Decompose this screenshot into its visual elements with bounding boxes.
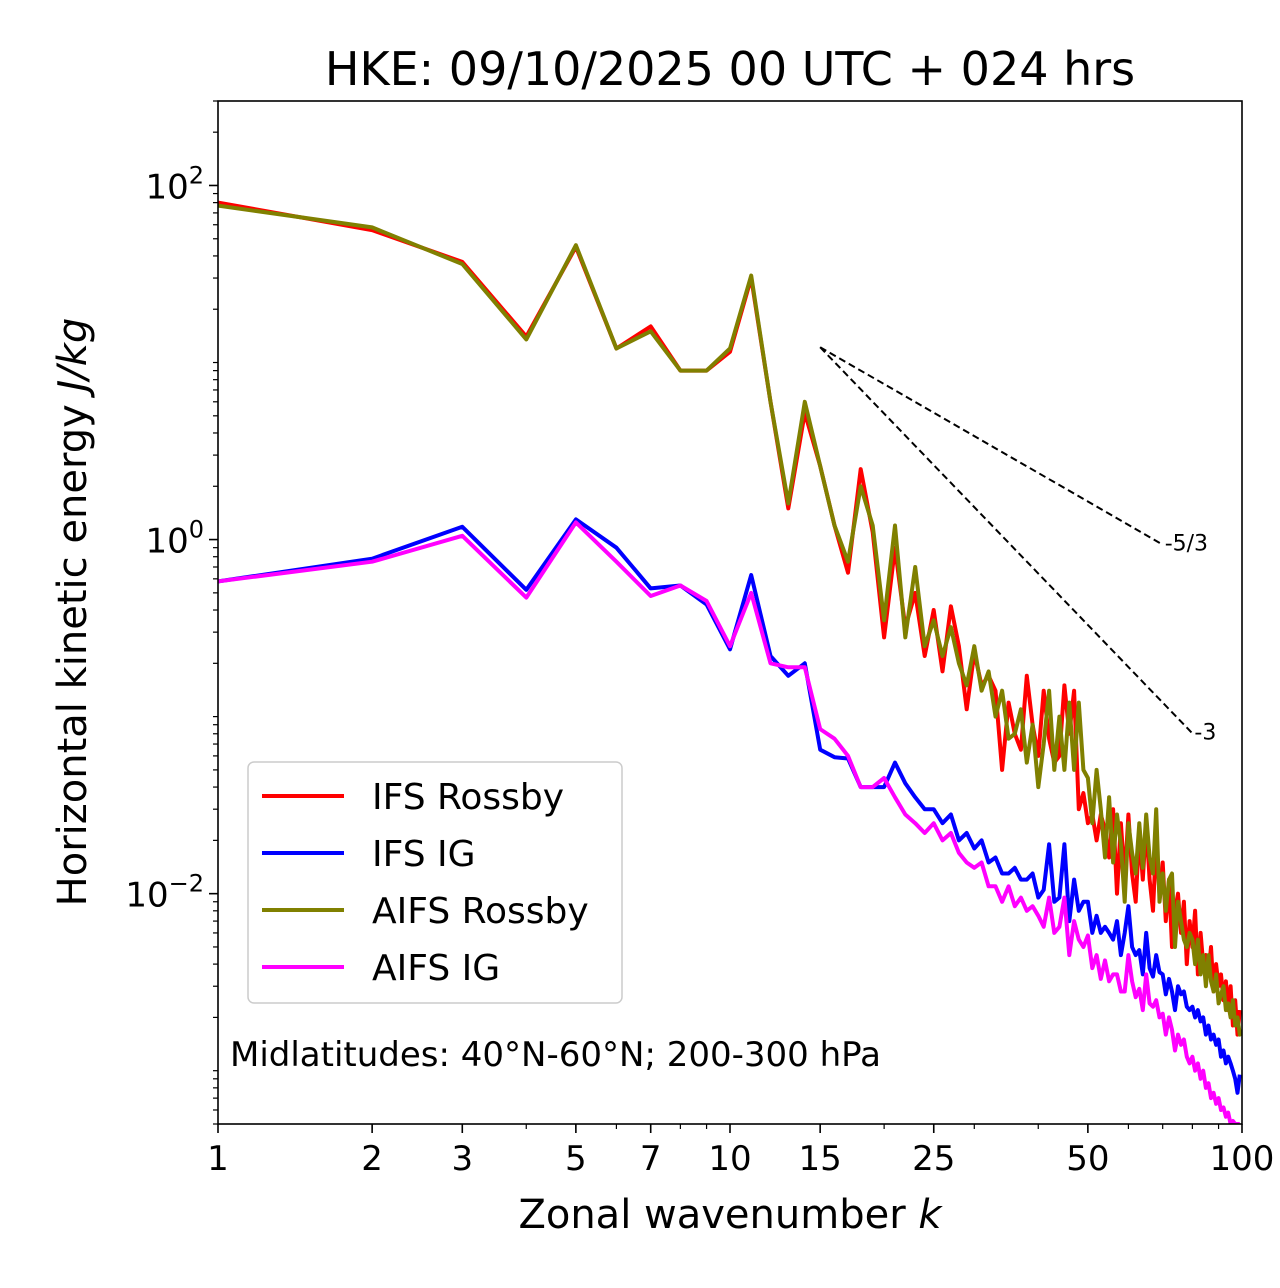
x-tick-label: 15 <box>799 1139 842 1179</box>
y-axis-ticks: 102 100 10−2 <box>125 161 218 916</box>
legend-label: IFS IG <box>372 834 476 875</box>
legend-label: AIFS IG <box>372 948 500 989</box>
x-axis-ticks: 1 2 3 5 7 10 15 25 50 100 <box>207 1124 1274 1179</box>
reference-line-label: -5/3 <box>1165 532 1208 557</box>
region-annotation: Midlatitudes: 40°N-60°N; 200-300 hPa <box>230 1035 881 1075</box>
x-tick-label: 10 <box>708 1139 751 1179</box>
x-tick-label: 25 <box>912 1139 955 1179</box>
legend-label: AIFS Rossby <box>372 891 589 932</box>
x-tick-label: 100 <box>1210 1139 1275 1179</box>
x-tick-label: 5 <box>565 1139 587 1179</box>
legend-label: IFS Rossby <box>372 777 564 818</box>
x-tick-label: 2 <box>361 1139 383 1179</box>
reference-line <box>819 346 1194 735</box>
x-axis-label: Zonal wavenumber k <box>518 1192 943 1238</box>
series-line-aifs-rossby <box>218 203 1242 1037</box>
plot-frame <box>217 100 1243 1125</box>
y-tick-label: 10−2 <box>125 870 204 916</box>
x-tick-label: 3 <box>451 1139 473 1179</box>
x-tick-label: 50 <box>1066 1139 1109 1179</box>
series-line-aifs-ig <box>218 520 1240 1124</box>
x-tick-label: 1 <box>207 1139 229 1179</box>
y-tick-label: 100 <box>145 516 204 562</box>
reference-slope-lines: -5/3 -3 <box>819 346 1216 745</box>
y-axis-label: Horizontal kinetic energy J/kg <box>50 318 96 907</box>
legend: IFS Rossby IFS IG AIFS Rossby AIFS IG <box>247 761 623 1004</box>
legend-box <box>247 761 623 1004</box>
chart-title: HKE: 09/10/2025 00 UTC + 024 hrs <box>325 42 1135 96</box>
y-tick-label: 102 <box>145 161 204 207</box>
series-lines <box>218 200 1242 1124</box>
reference-line-label: -3 <box>1194 720 1216 745</box>
x-tick-label: 7 <box>640 1139 662 1179</box>
